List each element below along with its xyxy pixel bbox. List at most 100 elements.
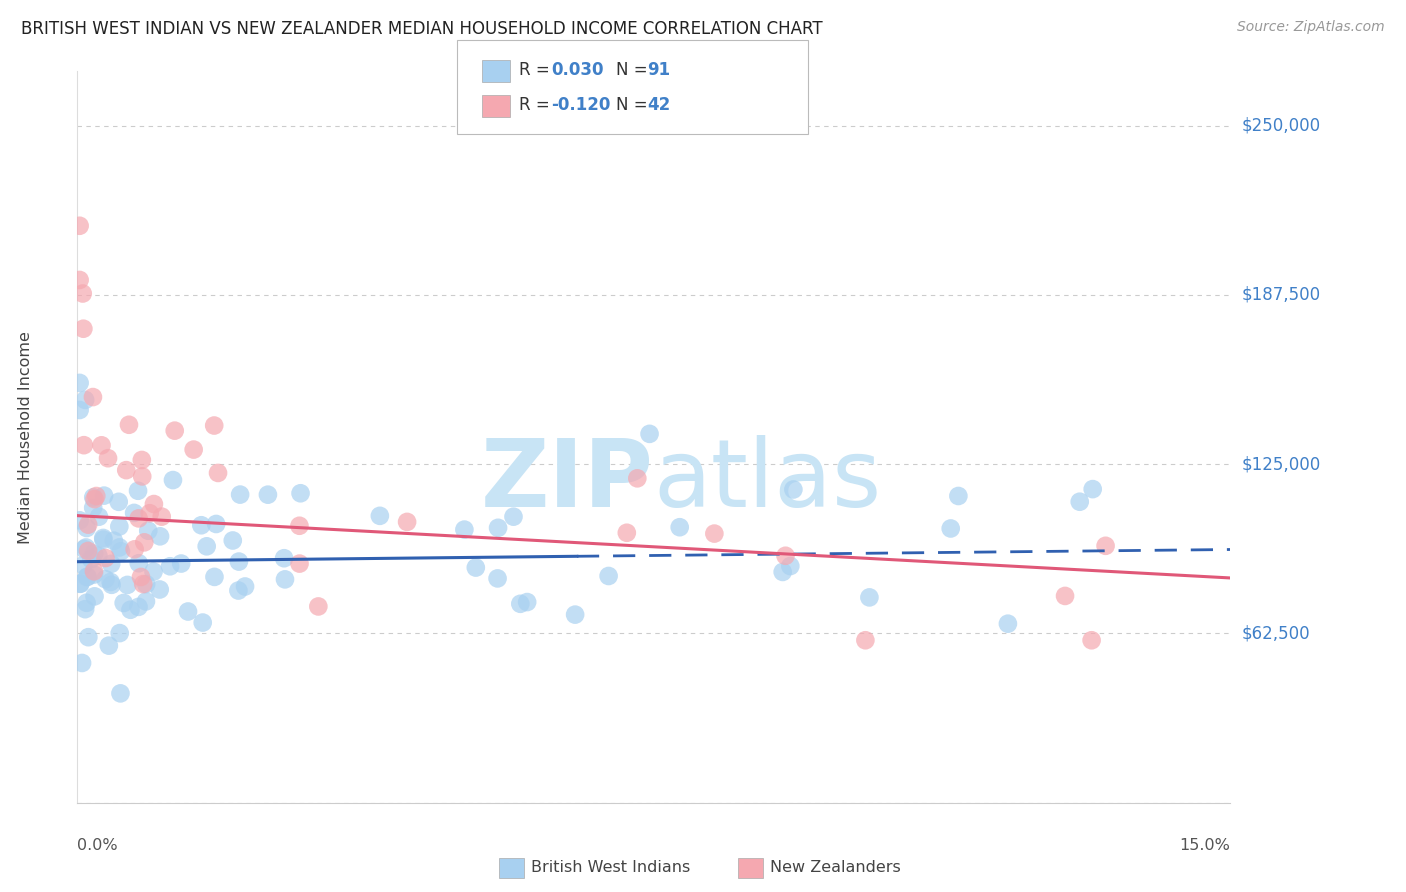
Point [93, 489, 115, 503]
Point [127, 483, 149, 498]
Point [103, 533, 125, 548]
Point [150, 509, 173, 524]
Point [138, 506, 160, 520]
Point [122, 506, 145, 520]
Point [107, 495, 129, 509]
Point [115, 463, 138, 477]
Point [135, 594, 157, 608]
Point [222, 533, 245, 548]
Point [396, 515, 419, 529]
Point [1081, 482, 1104, 496]
Point [80, 552, 103, 566]
Point [83, 567, 105, 582]
Text: R =: R = [519, 62, 555, 79]
Text: N =: N = [616, 62, 652, 79]
Point [90, 438, 112, 452]
Text: N =: N = [616, 96, 652, 114]
Point [128, 556, 150, 570]
Point [87, 549, 110, 563]
Point [775, 549, 797, 563]
Point [117, 578, 139, 592]
Point [100, 578, 122, 592]
Text: 0.030: 0.030 [551, 62, 603, 79]
Point [93, 533, 115, 547]
Point [142, 497, 165, 511]
Point [100, 557, 122, 571]
Text: 15.0%: 15.0% [1180, 838, 1230, 853]
Point [855, 633, 877, 648]
Point [131, 469, 153, 483]
Point [191, 615, 214, 630]
Point [73, 438, 96, 452]
Point [453, 523, 475, 537]
Point [82, 390, 104, 404]
Point [94, 551, 117, 566]
Point [136, 524, 159, 538]
Point [82, 500, 104, 515]
Point [177, 605, 200, 619]
Point [638, 426, 661, 441]
Point [69, 576, 91, 591]
Point [202, 418, 225, 433]
Point [97, 451, 120, 466]
Point [83, 564, 105, 578]
Point [83, 547, 105, 561]
Point [77, 517, 100, 532]
Point [132, 577, 155, 591]
Point [82, 491, 104, 505]
Text: 42: 42 [647, 96, 671, 114]
Point [616, 525, 638, 540]
Point [273, 551, 295, 566]
Text: 0.0%: 0.0% [77, 838, 118, 853]
Point [118, 417, 141, 432]
Point [772, 565, 794, 579]
Point [110, 544, 132, 558]
Point [77, 544, 100, 558]
Point [83, 590, 105, 604]
Point [257, 488, 280, 502]
Point [502, 509, 524, 524]
Point [779, 559, 801, 574]
Text: $187,500: $187,500 [1241, 285, 1320, 304]
Point [128, 599, 150, 614]
Point [134, 535, 156, 549]
Point [274, 573, 297, 587]
Point [1080, 633, 1102, 648]
Point [190, 518, 212, 533]
Point [77, 630, 100, 644]
Point [159, 559, 181, 574]
Point [307, 599, 329, 614]
Point [84, 489, 107, 503]
Text: $62,500: $62,500 [1241, 624, 1310, 642]
Point [124, 542, 146, 557]
Point [290, 486, 312, 500]
Point [486, 571, 509, 585]
Point [75, 541, 97, 555]
Text: atlas: atlas [654, 435, 882, 527]
Point [939, 521, 962, 535]
Point [108, 519, 131, 533]
Point [69, 576, 91, 591]
Point [149, 582, 172, 597]
Point [229, 487, 252, 501]
Point [598, 569, 620, 583]
Point [110, 686, 132, 700]
Point [858, 591, 880, 605]
Point [195, 539, 218, 553]
Text: ZIP: ZIP [481, 435, 654, 527]
Point [368, 508, 391, 523]
Point [142, 565, 165, 579]
Point [163, 424, 186, 438]
Point [668, 520, 690, 534]
Point [997, 616, 1019, 631]
Point [205, 516, 228, 531]
Text: R =: R = [519, 96, 555, 114]
Point [87, 509, 110, 524]
Text: $250,000: $250,000 [1241, 117, 1320, 135]
Point [72, 286, 94, 301]
Point [112, 596, 135, 610]
Point [564, 607, 586, 622]
Point [288, 518, 311, 533]
Point [128, 511, 150, 525]
Text: 91: 91 [647, 62, 669, 79]
